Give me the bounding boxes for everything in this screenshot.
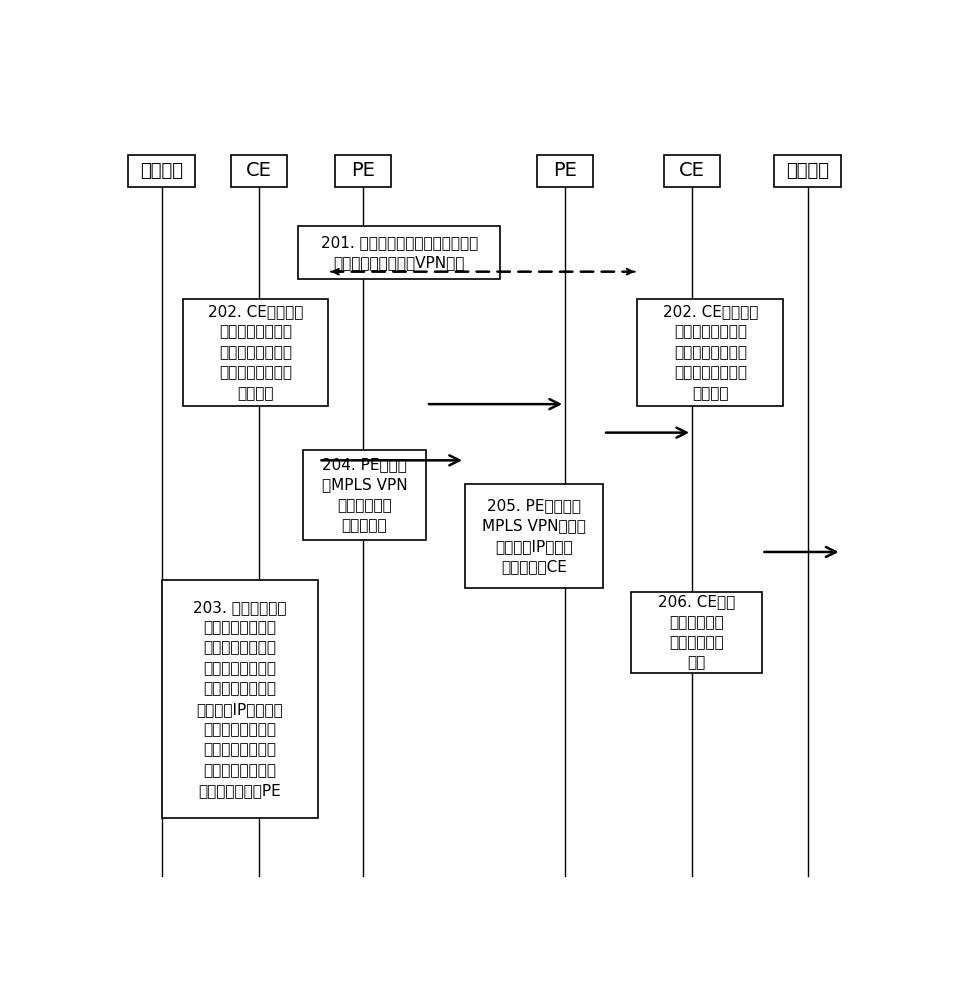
FancyBboxPatch shape xyxy=(630,592,762,673)
FancyBboxPatch shape xyxy=(303,450,426,540)
FancyBboxPatch shape xyxy=(465,484,603,588)
FancyBboxPatch shape xyxy=(128,155,195,187)
Text: 站点网络: 站点网络 xyxy=(787,162,829,180)
Text: CE: CE xyxy=(679,161,705,180)
Text: 204. PE按常规
的MPLS VPN
报文封装处理
并进行转发: 204. PE按常规 的MPLS VPN 报文封装处理 并进行转发 xyxy=(322,457,407,533)
Text: 站点网络: 站点网络 xyxy=(140,162,183,180)
Text: 201. 根据用户需求，使用用户规划
路由配置生成基本的VPN网络: 201. 根据用户需求，使用用户规划 路由配置生成基本的VPN网络 xyxy=(321,235,478,270)
Text: 203. 接收来自站点
网络的报文。查找
路由对照表，获得
目的地址的规划路
由，并使用该规划
路由和源IP地址的规
划路由分别作为目
的和源地址进行新
的报文: 203. 接收来自站点 网络的报文。查找 路由对照表，获得 目的地址的规划路 由… xyxy=(194,600,286,798)
FancyBboxPatch shape xyxy=(230,155,286,187)
FancyBboxPatch shape xyxy=(335,155,391,187)
Text: 202. CE建立路由
对照表，表项内容
包括各站点的实际
路由和规划路由的
对应关系: 202. CE建立路由 对照表，表项内容 包括各站点的实际 路由和规划路由的 对… xyxy=(662,304,758,401)
FancyBboxPatch shape xyxy=(637,299,783,406)
FancyBboxPatch shape xyxy=(537,155,593,187)
Text: CE: CE xyxy=(246,161,272,180)
FancyBboxPatch shape xyxy=(298,226,500,279)
Text: 206. CE解封
装出原报文，
并转发给本地
网络: 206. CE解封 装出原报文， 并转发给本地 网络 xyxy=(657,594,735,671)
Text: PE: PE xyxy=(553,161,577,180)
Text: 202. CE建立路由
对照表，表项内容
包括各站点的实际
路由和规划路由的
对应关系: 202. CE建立路由 对照表，表项内容 包括各站点的实际 路由和规划路由的 对… xyxy=(207,304,303,401)
FancyBboxPatch shape xyxy=(182,299,328,406)
Text: 205. PE按常规的
MPLS VPN报文处
理，解出IP报文并
进行转发给CE: 205. PE按常规的 MPLS VPN报文处 理，解出IP报文并 进行转发给C… xyxy=(482,498,586,574)
FancyBboxPatch shape xyxy=(774,155,842,187)
FancyBboxPatch shape xyxy=(664,155,720,187)
FancyBboxPatch shape xyxy=(162,580,318,818)
Text: PE: PE xyxy=(351,161,375,180)
